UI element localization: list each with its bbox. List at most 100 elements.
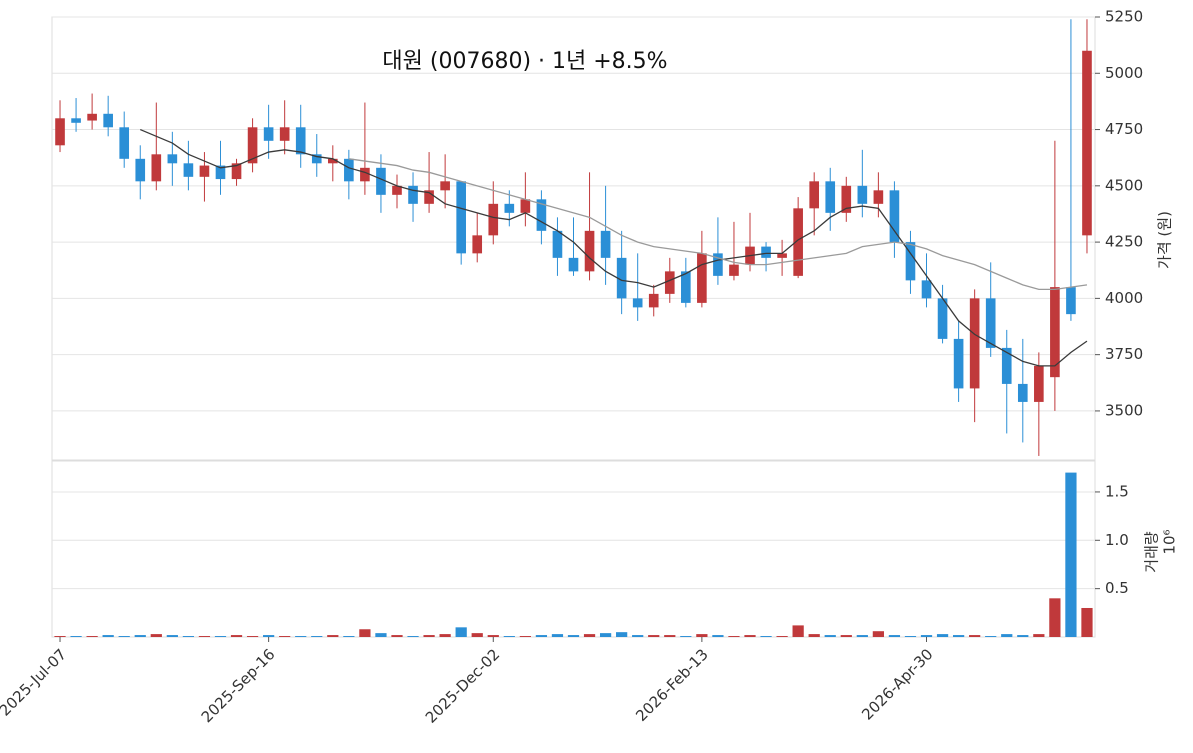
y-tick-label: 5250 <box>1105 8 1143 26</box>
volume-bar <box>166 635 178 637</box>
volume-bar <box>54 636 66 637</box>
volume-bar <box>840 635 852 637</box>
candle-body <box>1066 287 1076 315</box>
volume-bar <box>1033 634 1045 637</box>
candle-body <box>713 253 723 276</box>
candle-body <box>408 185 418 204</box>
y-tick-label: 0.5 <box>1105 579 1129 597</box>
candle-body <box>167 154 178 164</box>
candle-body <box>536 199 547 231</box>
y-tick-label: 1.5 <box>1105 482 1129 500</box>
candle-body <box>488 203 499 236</box>
candle-body <box>440 181 450 191</box>
volume-bar <box>439 634 451 637</box>
volume-bar <box>134 635 146 637</box>
volume-bar <box>920 635 933 637</box>
candle-body <box>552 230 563 258</box>
candle-body <box>681 271 691 303</box>
volume-frame <box>51 460 1096 638</box>
volume-bar <box>327 635 339 637</box>
volume-bar <box>150 634 162 637</box>
candle-body <box>215 165 226 180</box>
candle-body <box>664 271 675 294</box>
volume-bar <box>969 635 981 637</box>
volume-bar <box>567 635 580 637</box>
x-tick-label: 2025-Dec-02 <box>422 645 503 726</box>
volume-bar <box>904 636 917 637</box>
volume-bar <box>519 636 531 637</box>
candle-body <box>344 158 354 182</box>
volume-bar <box>70 636 82 637</box>
y-tick-label: 4750 <box>1105 120 1143 138</box>
volume-bar <box>632 635 644 637</box>
candle-body <box>199 165 210 177</box>
candle-body <box>263 127 274 141</box>
y-tick-label: 4000 <box>1105 289 1143 307</box>
candle-body <box>247 127 258 164</box>
volume-bar <box>776 636 788 637</box>
candle-body <box>360 167 370 182</box>
volume-bar <box>198 636 211 637</box>
candle-body <box>793 208 803 276</box>
candle-body <box>1034 365 1044 402</box>
volume-bar <box>712 635 724 637</box>
volume-bar <box>391 635 403 637</box>
candle-body <box>825 181 836 213</box>
y-tick-label: 4250 <box>1105 233 1143 251</box>
volume-bar <box>856 635 868 637</box>
moving-average-line <box>348 158 1088 291</box>
candle-body <box>183 163 194 177</box>
candle-body <box>295 127 306 155</box>
candle-body <box>327 158 338 164</box>
volume-bar <box>343 636 355 637</box>
x-tick-label: 2026-Feb-13 <box>632 645 712 725</box>
candle-body <box>231 163 242 180</box>
candle-body <box>697 253 707 303</box>
volume-bar <box>792 625 804 637</box>
candle-body <box>777 253 787 258</box>
volume-bar <box>599 633 612 637</box>
chart-title: 대원 (007680) · 1년 +8.5% <box>382 49 667 74</box>
volume-bar <box>1081 607 1093 637</box>
candle-body <box>87 113 97 121</box>
y-tick-label: 3500 <box>1105 401 1143 419</box>
candle-body <box>119 127 130 159</box>
volume-bar <box>696 634 708 637</box>
candle-body <box>55 118 65 146</box>
volume-bar <box>375 633 387 637</box>
candle-body <box>889 190 900 243</box>
candle-body <box>841 185 852 213</box>
volume-bar <box>118 636 130 637</box>
volume-bar <box>471 633 483 637</box>
candle-body <box>472 235 483 254</box>
candle-body <box>857 185 868 204</box>
candle-body <box>1050 287 1060 378</box>
volume-bar <box>182 636 195 637</box>
y-axis-label: 가격 (원) <box>1156 211 1174 269</box>
candle-body <box>953 338 964 389</box>
candle-body <box>584 230 595 272</box>
volume-bar <box>1017 635 1029 637</box>
volume-bar <box>824 635 836 637</box>
volume-bar <box>214 636 227 637</box>
volume-bar <box>760 636 772 637</box>
y-tick-label: 3750 <box>1105 345 1143 363</box>
volume-bar <box>535 635 548 637</box>
candle-body <box>456 181 466 254</box>
candle-body <box>1082 50 1092 236</box>
x-tick-label: 2026-Apr-30 <box>858 645 936 723</box>
volume-bar <box>808 634 820 637</box>
volume-bar <box>1001 634 1013 637</box>
candle-body <box>103 113 113 128</box>
volume-bar <box>86 636 98 637</box>
volume-bar <box>888 635 901 637</box>
candle-body <box>279 127 290 141</box>
candle-body <box>568 257 579 272</box>
volume-bar <box>952 635 965 637</box>
volume-bar <box>455 627 467 637</box>
candle-body <box>71 118 81 123</box>
volume-bar <box>102 635 114 637</box>
volume-bar <box>263 635 275 637</box>
x-tick-label: 2025-Sep-16 <box>198 645 279 726</box>
